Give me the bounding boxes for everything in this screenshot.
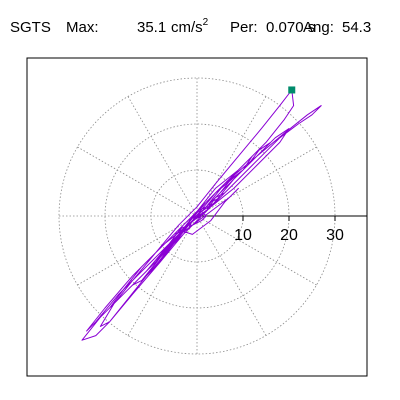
grid-spoke [196,146,317,217]
angle-value: 54.3 [342,19,372,36]
peak-marker [288,86,296,94]
orbit-trace-line [81,89,322,341]
grid-spoke [127,96,198,217]
period-value: 0.070 s [266,19,316,36]
x-tick-label: 20 [280,227,298,244]
station-code: SGTS [10,19,51,36]
peak-marker-layer [288,86,296,94]
max-unit-exponent: 2 [202,17,209,28]
grid-spoke [77,146,198,217]
header: SGTS Max: 35.1 cm/s2 Per: 0.070 s Ang: 5… [0,0,400,46]
x-axis: 10 20 30 [197,215,367,244]
max-label: Max: [66,19,99,36]
period-label: Per: [230,19,258,36]
max-unit: cm/s2 [171,17,209,36]
plot-frame [26,57,368,377]
grid-spoke [196,215,267,336]
max-unit-text: cm/s [171,19,203,36]
grid-spoke [196,215,317,286]
grid-spoke [127,215,198,336]
angle-label: Ang: [303,19,334,36]
x-tick-label: 30 [326,227,344,244]
max-value: 35.1 [137,19,167,36]
x-tick-label: 10 [234,227,252,244]
orbit-trace [81,89,322,341]
